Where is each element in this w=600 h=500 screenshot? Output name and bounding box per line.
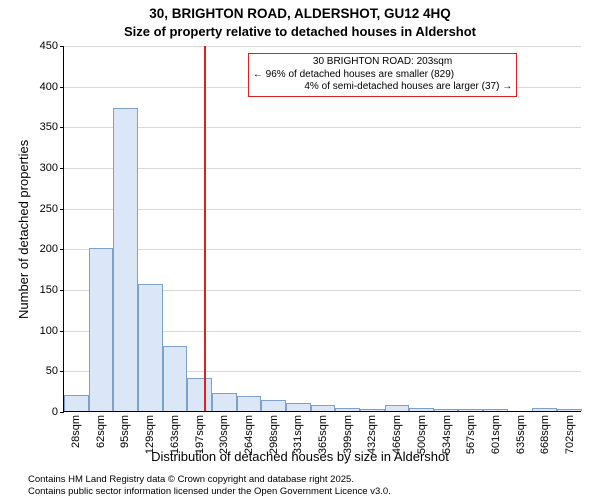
y-tick-label: 350: [40, 121, 64, 133]
x-tick-label: 668sqm: [539, 411, 551, 454]
x-tick-label: 500sqm: [416, 411, 428, 454]
x-tick-label: 95sqm: [119, 411, 131, 448]
title-main: 30, BRIGHTON ROAD, ALDERSHOT, GU12 4HQ: [0, 6, 600, 21]
histogram-bar: [261, 400, 286, 411]
histogram-bar: [212, 393, 237, 411]
plot-area: 05010015020025030035040045028sqm62sqm95s…: [63, 46, 581, 412]
annotation-line: ← 96% of detached houses are smaller (82…: [253, 69, 512, 82]
x-tick-label: 298sqm: [268, 411, 280, 454]
x-tick-label: 466sqm: [391, 411, 403, 454]
x-tick-label: 197sqm: [194, 411, 206, 454]
y-tick-label: 100: [40, 325, 64, 337]
histogram-bar: [286, 403, 311, 411]
y-tick-label: 250: [40, 203, 64, 215]
footer-line: Contains HM Land Registry data © Crown c…: [28, 474, 391, 486]
histogram-bar: [237, 396, 262, 411]
gridline: [64, 209, 581, 210]
y-tick-label: 50: [46, 365, 64, 377]
histogram-bar: [187, 378, 212, 411]
y-axis-label: Number of detached properties: [16, 140, 31, 319]
gridline: [64, 168, 581, 169]
footer-line: Contains public sector information licen…: [28, 486, 391, 498]
y-tick-label: 450: [40, 40, 64, 52]
reference-line: [204, 46, 206, 411]
histogram-bar: [89, 248, 114, 411]
x-tick-label: 601sqm: [490, 411, 502, 454]
y-tick-label: 0: [52, 406, 64, 418]
x-tick-label: 28sqm: [70, 411, 82, 448]
histogram-bar: [138, 284, 163, 411]
histogram-bar: [64, 395, 89, 411]
x-tick-label: 62sqm: [95, 411, 107, 448]
x-tick-label: 230sqm: [218, 411, 230, 454]
x-tick-label: 264sqm: [243, 411, 255, 454]
annotation-line: 4% of semi-detached houses are larger (3…: [253, 81, 512, 94]
y-tick-label: 300: [40, 162, 64, 174]
y-tick-label: 200: [40, 243, 64, 255]
x-tick-label: 702sqm: [564, 411, 576, 454]
histogram-bar: [113, 108, 138, 411]
annotation-box: 30 BRIGHTON ROAD: 203sqm← 96% of detache…: [248, 53, 517, 97]
footer: Contains HM Land Registry data © Crown c…: [28, 474, 391, 498]
x-tick-label: 129sqm: [144, 411, 156, 454]
x-tick-label: 567sqm: [465, 411, 477, 454]
x-tick-label: 534sqm: [441, 411, 453, 454]
annotation-line: 30 BRIGHTON ROAD: 203sqm: [253, 56, 512, 69]
x-tick-label: 432sqm: [366, 411, 378, 454]
x-tick-label: 163sqm: [169, 411, 181, 454]
histogram-bar: [163, 346, 188, 411]
title-sub: Size of property relative to detached ho…: [0, 24, 600, 39]
gridline: [64, 127, 581, 128]
x-tick-label: 331sqm: [292, 411, 304, 454]
y-tick-label: 400: [40, 81, 64, 93]
x-tick-label: 635sqm: [515, 411, 527, 454]
gridline: [64, 46, 581, 47]
gridline: [64, 249, 581, 250]
y-tick-label: 150: [40, 284, 64, 296]
x-tick-label: 399sqm: [342, 411, 354, 454]
x-tick-label: 365sqm: [317, 411, 329, 454]
